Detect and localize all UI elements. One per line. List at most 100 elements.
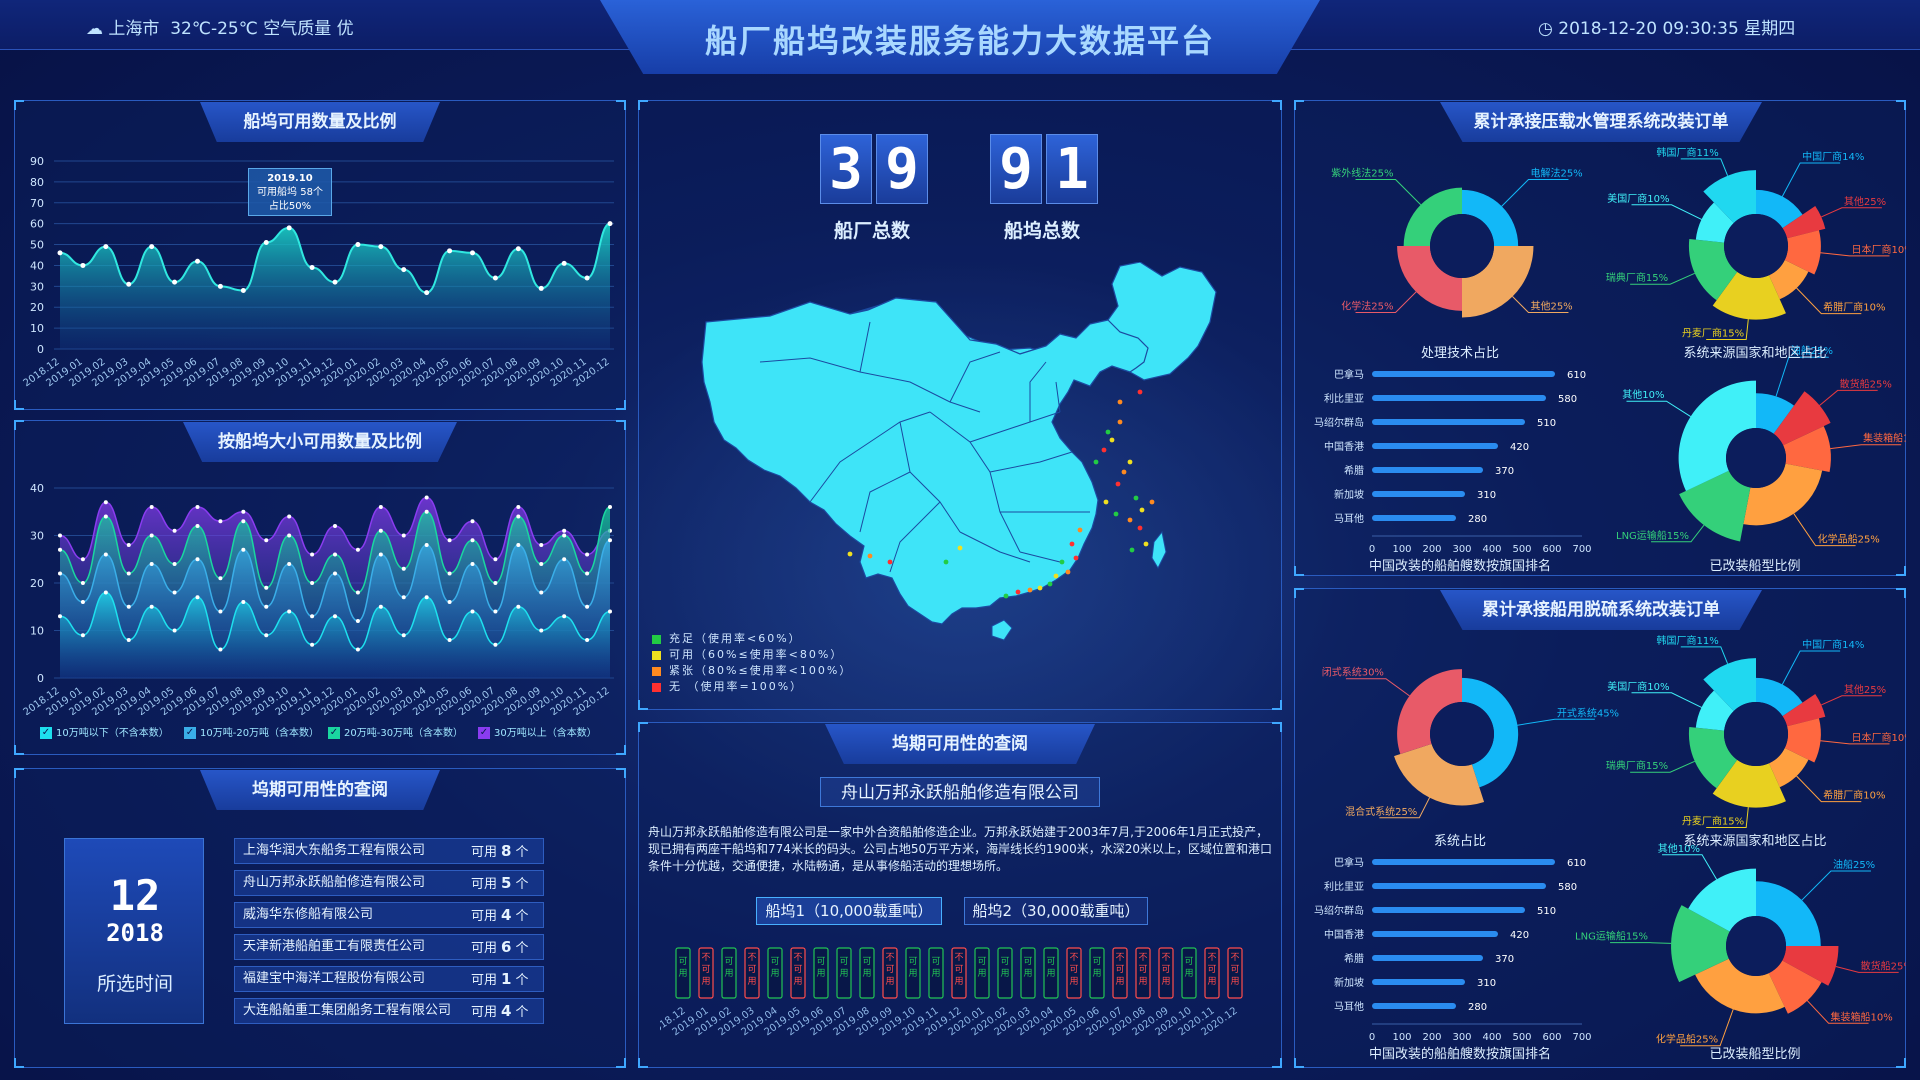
data-point[interactable] [172, 628, 177, 633]
shipyard-marker[interactable] [867, 553, 873, 559]
pie-slice[interactable] [1756, 677, 1803, 717]
data-point[interactable] [608, 505, 612, 509]
company-row[interactable]: 福建宝中海洋工程股份有限公司 可用 1 个 [234, 966, 544, 992]
data-point[interactable] [332, 279, 338, 285]
data-point[interactable] [195, 595, 200, 600]
data-point[interactable] [608, 538, 612, 543]
data-point[interactable] [424, 509, 429, 514]
available-cell[interactable]: 可用 [974, 947, 990, 999]
data-point[interactable] [103, 244, 109, 250]
pie-slice[interactable] [1462, 677, 1519, 788]
shipyard-marker[interactable] [1015, 589, 1021, 595]
pie-slice[interactable] [1782, 946, 1839, 986]
pie-slice[interactable] [1688, 726, 1738, 789]
shipyard-marker[interactable] [1129, 547, 1135, 553]
data-point[interactable] [562, 533, 567, 538]
data-point[interactable] [172, 528, 177, 533]
pie-slice[interactable] [1784, 718, 1821, 763]
data-point[interactable] [58, 614, 62, 619]
shipyard-marker[interactable] [1137, 525, 1143, 531]
data-point[interactable] [584, 275, 590, 281]
shipyard-marker[interactable] [1115, 481, 1121, 487]
data-point[interactable] [310, 642, 315, 647]
data-point[interactable] [562, 614, 567, 619]
data-point[interactable] [492, 275, 498, 281]
data-point[interactable] [263, 239, 269, 245]
shipyard-marker[interactable] [957, 545, 963, 551]
data-point[interactable] [240, 288, 246, 294]
unavailable-cell[interactable]: 不可用 [1112, 947, 1128, 999]
bar[interactable] [1372, 931, 1498, 937]
data-point[interactable] [447, 538, 452, 543]
company-row[interactable]: 舟山万邦永跃船舶修造有限公司 可用 5 个 [234, 870, 544, 896]
shipyard-marker[interactable] [1143, 541, 1149, 547]
unavailable-cell[interactable]: 不可用 [882, 947, 898, 999]
data-point[interactable] [539, 543, 544, 547]
pie-slice[interactable] [1671, 905, 1730, 983]
data-point[interactable] [447, 571, 452, 576]
shipyard-marker[interactable] [1073, 555, 1079, 561]
shipyard-marker[interactable] [1027, 587, 1033, 593]
data-point[interactable] [355, 619, 360, 623]
data-point[interactable] [539, 628, 544, 633]
data-point[interactable] [218, 519, 223, 524]
china-map[interactable] [700, 262, 1220, 692]
available-cell[interactable]: 可用 [675, 947, 691, 999]
data-point[interactable] [493, 581, 498, 585]
pie-slice[interactable] [1703, 170, 1756, 223]
data-point[interactable] [378, 244, 384, 250]
data-point[interactable] [378, 604, 383, 609]
data-point[interactable] [264, 633, 269, 638]
shipyard-marker[interactable] [1059, 559, 1065, 565]
pie-slice[interactable] [1679, 470, 1751, 542]
data-point[interactable] [333, 614, 337, 619]
data-point[interactable] [401, 566, 406, 571]
unavailable-cell[interactable]: 不可用 [698, 947, 714, 999]
data-point[interactable] [57, 250, 63, 256]
pie-slice[interactable] [1743, 463, 1823, 526]
data-point[interactable] [378, 552, 383, 557]
data-point[interactable] [401, 595, 406, 600]
data-point[interactable] [58, 533, 62, 538]
data-point[interactable] [355, 647, 360, 652]
data-point[interactable] [149, 562, 154, 566]
pie-slice[interactable] [1756, 881, 1821, 946]
data-point[interactable] [149, 604, 154, 609]
pie-slice[interactable] [1703, 658, 1756, 711]
pie-slice[interactable] [1678, 380, 1756, 491]
company-row[interactable]: 大连船舶重工集团船务工程有限公司 可用 4 个 [234, 998, 544, 1024]
pie-slice[interactable] [1695, 690, 1734, 731]
data-point[interactable] [264, 585, 269, 590]
bar[interactable] [1372, 371, 1555, 377]
shipyard-marker[interactable] [1137, 389, 1143, 395]
data-point[interactable] [493, 642, 498, 647]
unavailable-cell[interactable]: 不可用 [951, 947, 967, 999]
available-cell[interactable]: 可用 [928, 947, 944, 999]
available-cell[interactable]: 可用 [859, 947, 875, 999]
data-point[interactable] [515, 246, 521, 252]
data-point[interactable] [80, 600, 85, 604]
data-point[interactable] [516, 505, 521, 509]
available-cell[interactable]: 可用 [1089, 947, 1105, 999]
data-point[interactable] [355, 242, 361, 248]
shipyard-marker[interactable] [1109, 437, 1115, 443]
data-point[interactable] [516, 514, 521, 519]
available-cell[interactable]: 可用 [905, 947, 921, 999]
data-point[interactable] [585, 571, 590, 576]
bar[interactable] [1372, 979, 1465, 985]
data-point[interactable] [195, 524, 200, 528]
data-point[interactable] [241, 519, 246, 524]
data-point[interactable] [310, 552, 315, 557]
data-point[interactable] [241, 547, 246, 552]
available-cell[interactable]: 可用 [836, 947, 852, 999]
shipyard-marker[interactable] [1117, 419, 1123, 425]
data-point[interactable] [401, 533, 406, 538]
bar[interactable] [1372, 955, 1483, 961]
shipyard-marker[interactable] [943, 559, 949, 565]
available-cell[interactable]: 可用 [813, 947, 829, 999]
bar[interactable] [1372, 419, 1525, 425]
pie-slice[interactable] [1712, 759, 1786, 808]
pie-slice[interactable] [1782, 206, 1826, 239]
dock1-tab[interactable]: 船坞1（10,000载重吨） [756, 897, 942, 925]
data-point[interactable] [470, 562, 475, 566]
